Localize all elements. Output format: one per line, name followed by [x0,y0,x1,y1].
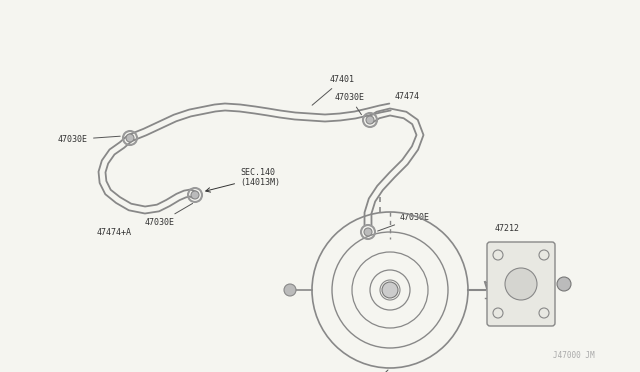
Text: (4): (4) [510,313,525,322]
Circle shape [364,228,372,236]
Text: 47030E: 47030E [378,213,430,231]
Circle shape [382,282,398,298]
Circle shape [557,277,571,291]
FancyBboxPatch shape [487,242,555,326]
Text: 47030E: 47030E [145,203,193,227]
Text: 47210: 47210 [358,370,388,372]
Text: 47401: 47401 [312,75,355,105]
Circle shape [505,268,537,300]
Circle shape [191,191,199,199]
Text: 47474+A: 47474+A [97,228,132,237]
Text: SEC.140
(14013M): SEC.140 (14013M) [205,168,280,192]
Text: 47212: 47212 [495,224,520,233]
Text: ⓝ08911-1081G: ⓝ08911-1081G [490,300,550,309]
Text: 47474: 47474 [395,92,420,101]
Text: J47000 JM: J47000 JM [554,351,595,360]
Circle shape [126,134,134,142]
Circle shape [284,284,296,296]
Text: 47030E: 47030E [335,93,365,115]
Circle shape [366,116,374,124]
Text: 47030E: 47030E [58,135,120,144]
